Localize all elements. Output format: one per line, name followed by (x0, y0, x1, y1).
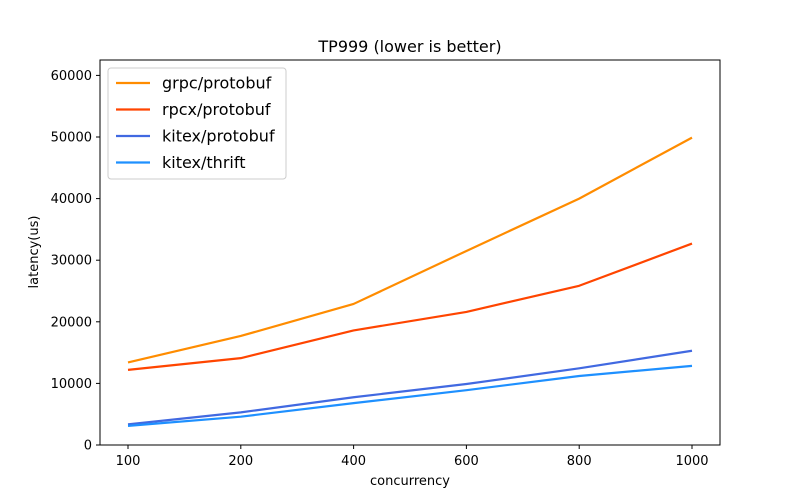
plot-frame (99, 59, 721, 446)
y-tick-label: 60000 (51, 69, 92, 84)
series-line-kitex-protobuf (127, 349, 693, 426)
legend-label: kitex/protobuf (162, 127, 275, 146)
legend: grpc/protobuf rpcx/protobuf kitex/protobuf… (107, 67, 287, 180)
legend-frame (107, 67, 287, 180)
x-axis-label: concurrency (370, 474, 450, 489)
y-axis-label: latency(us) (27, 216, 42, 289)
chart-title: TP999 (lower is better) (317, 37, 501, 56)
series-line-grpc-protobuf (127, 136, 693, 364)
y-tick-label: 10000 (51, 377, 92, 392)
series-line-kitex-thrift (127, 364, 693, 428)
y-tick-label: 40000 (51, 192, 92, 207)
x-tick-label: 400 (341, 454, 366, 469)
legend-label: kitex/thrift (162, 153, 245, 172)
y-tick-label: 50000 (51, 131, 92, 146)
x-tick-label: 1000 (675, 454, 708, 469)
y-tick-label: 30000 (51, 254, 92, 269)
legend-label: grpc/protobuf (162, 74, 272, 93)
x-tick-label: 100 (116, 454, 141, 469)
y-tick-label: 20000 (51, 315, 92, 330)
x-tick-label: 600 (454, 454, 479, 469)
x-tick-label: 800 (567, 454, 592, 469)
legend-label: rpcx/protobuf (162, 100, 271, 119)
series-line-rpcx-protobuf (127, 242, 693, 371)
x-tick-label: 200 (228, 454, 253, 469)
y-tick-label: 0 (84, 439, 92, 454)
